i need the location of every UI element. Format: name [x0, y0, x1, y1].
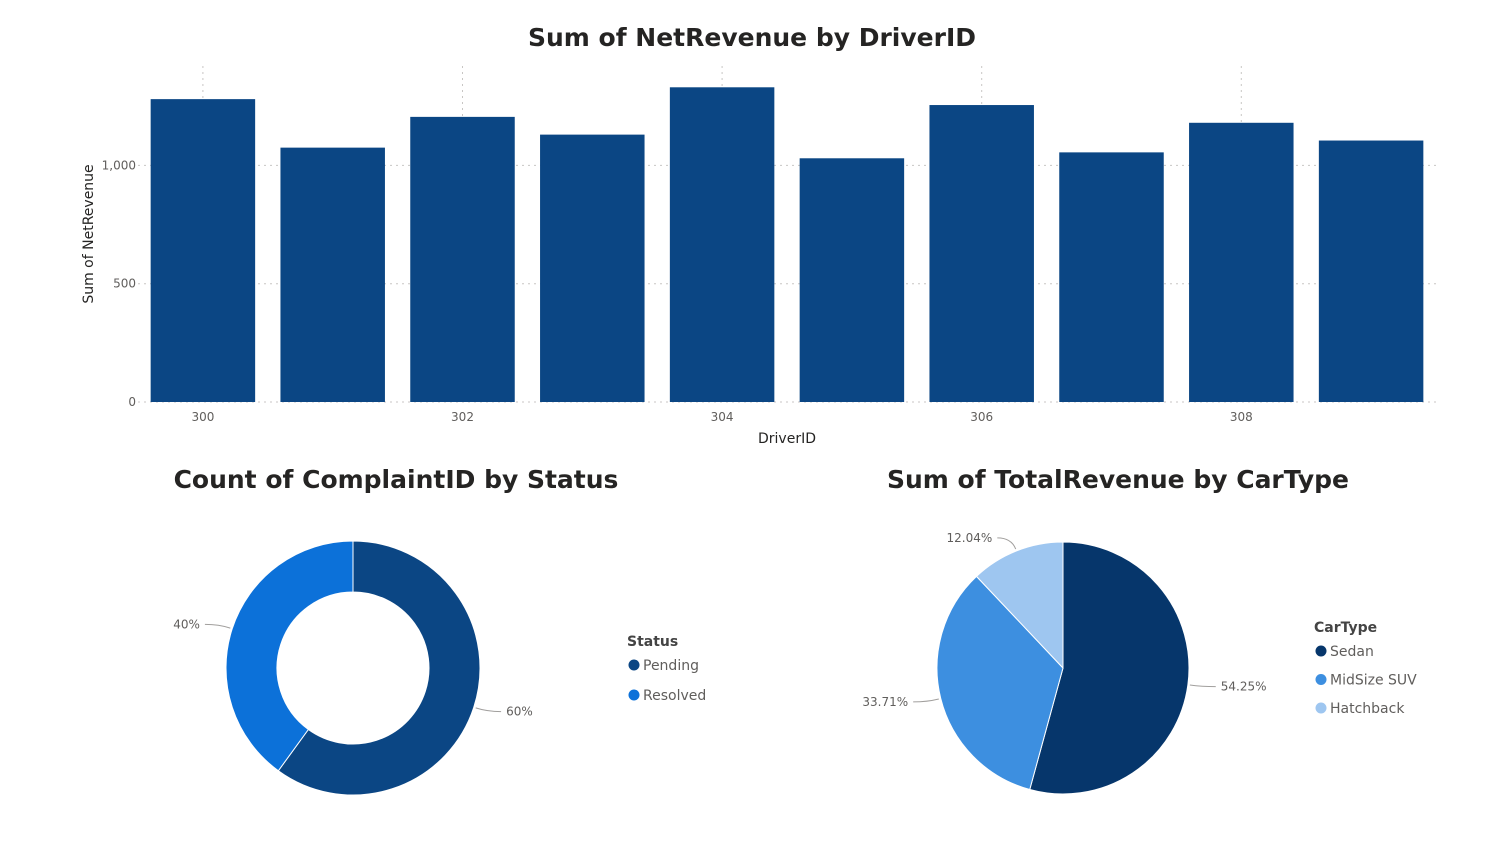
bar-304 — [669, 87, 775, 402]
donut-legend: Status Pending Resolved — [627, 634, 706, 704]
bar-302 — [410, 116, 515, 403]
x-tick-label: 308 — [1230, 410, 1253, 424]
pie-legend-marker — [1315, 674, 1327, 685]
pie-data-label: 12.04% — [947, 531, 993, 545]
pie-legend-marker — [1315, 702, 1327, 714]
pie-chart: Sum of TotalRevenue by CarType 54.25% 33.… — [862, 465, 1417, 795]
bar-300 — [150, 99, 256, 402]
donut-legend-item: Pending — [643, 658, 699, 674]
donut-data-label: 40% — [173, 617, 200, 631]
pie-slices — [936, 541, 1190, 795]
pie-leader-line — [997, 537, 1017, 550]
donut-leader-line — [475, 707, 502, 713]
donut-slice-pending — [277, 540, 481, 796]
pie-data-label: 33.71% — [862, 695, 908, 709]
bar-309 — [1318, 140, 1424, 402]
bar-305 — [799, 158, 905, 402]
donut-legend-marker — [628, 659, 640, 671]
x-tick-label: 304 — [711, 410, 734, 424]
y-tick-label: 0 — [128, 395, 136, 409]
bar-306 — [929, 105, 1034, 403]
bar-chart-title: Sum of NetRevenue by DriverID — [528, 23, 976, 52]
pie-data-labels: 54.25% 33.71% 12.04% — [862, 531, 1266, 709]
donut-legend-title: Status — [627, 634, 678, 650]
bar-chart: Sum of NetRevenue by DriverID 05001,000 … — [81, 23, 1436, 447]
donut-slices — [225, 540, 481, 796]
pie-slice-sedan — [1029, 541, 1190, 795]
x-tick-label: 302 — [451, 410, 474, 424]
y-axis-ticks: 0 500 1,000 — [102, 158, 136, 409]
x-axis-title: DriverID — [758, 431, 816, 447]
donut-chart: Count of ComplaintID by Status 60% 40% St… — [173, 465, 706, 796]
bar-307 — [1059, 152, 1164, 402]
pie-legend-item: Hatchback — [1330, 701, 1405, 717]
bar-301 — [280, 147, 385, 402]
pie-legend-marker — [1315, 645, 1327, 657]
x-axis-ticks: 300 302 304 306 308 — [191, 410, 1252, 424]
pie-slice-midsize-suv — [936, 575, 1064, 791]
donut-legend-item: Resolved — [643, 688, 706, 704]
x-tick-label: 306 — [970, 410, 993, 424]
pie-slice-hatchback — [975, 541, 1064, 670]
donut-data-labels: 60% 40% — [173, 617, 533, 718]
y-tick-label: 500 — [113, 277, 136, 291]
pie-data-label: 54.25% — [1221, 680, 1267, 694]
donut-legend-marker — [628, 689, 640, 701]
pie-leader-line — [1189, 684, 1216, 688]
bar-303 — [540, 134, 645, 402]
pie-leader-line — [913, 698, 939, 703]
donut-chart-title: Count of ComplaintID by Status — [174, 465, 619, 494]
y-axis-title: Sum of NetRevenue — [81, 164, 97, 303]
donut-leader-line — [204, 623, 231, 629]
bar-308 — [1189, 122, 1294, 403]
y-tick-label: 1,000 — [102, 158, 136, 172]
donut-data-label: 60% — [506, 705, 533, 719]
pie-legend-item: MidSize SUV — [1330, 673, 1417, 689]
pie-legend-title: CarType — [1314, 620, 1377, 636]
bar-series — [150, 87, 1424, 403]
pie-legend-item: Sedan — [1330, 644, 1374, 660]
donut-slice-resolved — [225, 540, 354, 772]
pie-legend: CarType Sedan MidSize SUV Hatchback — [1314, 620, 1417, 717]
pie-chart-title: Sum of TotalRevenue by CarType — [887, 465, 1349, 494]
x-tick-label: 300 — [191, 410, 214, 424]
